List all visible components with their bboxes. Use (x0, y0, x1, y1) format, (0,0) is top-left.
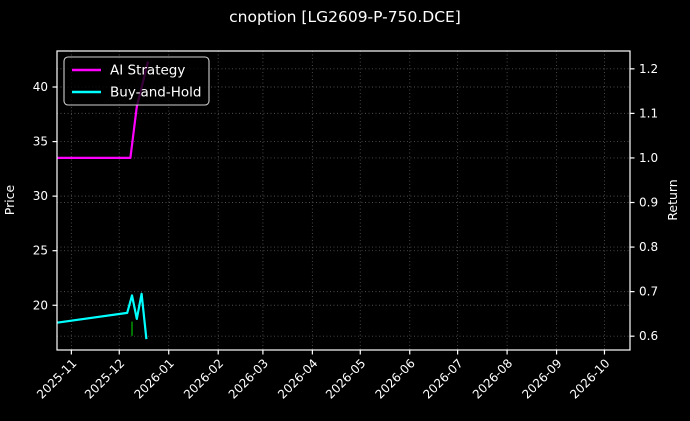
legend-label-buy-and-hold: Buy-and-Hold (110, 85, 201, 101)
y-axis-label-left: Price (2, 184, 17, 215)
x-tick-label: 2025-11 (34, 356, 79, 401)
y-tick-label-left: 35 (33, 135, 48, 149)
axis-layer: 2025-11 2025-12 2026-01 2026-02 2026-03 2026-… (33, 62, 658, 402)
plot-border (56, 50, 631, 351)
y-tick-label-left: 25 (33, 244, 48, 258)
y-tick-label-right: 0.7 (639, 285, 658, 299)
y-tick-label-left: 40 (33, 80, 48, 94)
y-tick-label-right: 1.1 (639, 106, 658, 120)
legend-label-ai-strategy: AI Strategy (110, 63, 185, 79)
y-axis-label-right: Return (665, 179, 680, 220)
y-tick-label-right: 0.6 (639, 329, 658, 343)
x-tick-label: 2025-12 (82, 356, 127, 401)
y-tick-label-left: 20 (33, 298, 48, 312)
x-tick-label: 2026-06 (373, 356, 418, 401)
x-tick-label: 2026-10 (567, 356, 612, 401)
x-tick-label: 2026-08 (470, 356, 515, 401)
y-tick-label-right: 1.0 (639, 151, 658, 165)
y-tick-label-right: 1.2 (639, 62, 658, 76)
x-tick-label: 2026-03 (226, 356, 271, 401)
x-tick-label: 2026-02 (181, 356, 226, 401)
x-tick-label: 2026-04 (275, 356, 320, 401)
x-tick-label: 2026-05 (323, 356, 368, 401)
x-tick-label: 2026-07 (420, 356, 465, 401)
x-tick-label: 2026-09 (519, 356, 564, 401)
chart-title: cnoption [LG2609-P-750.DCE] (229, 8, 461, 26)
y-tick-label-right: 0.8 (639, 240, 658, 254)
x-tick-label: 2026-01 (131, 356, 176, 401)
legend: AI Strategy Buy-and-Hold (63, 56, 210, 106)
series-line-buy-and-hold (56, 292, 148, 340)
y-tick-label-right: 0.9 (639, 196, 658, 210)
y-tick-label-left: 30 (33, 189, 48, 203)
